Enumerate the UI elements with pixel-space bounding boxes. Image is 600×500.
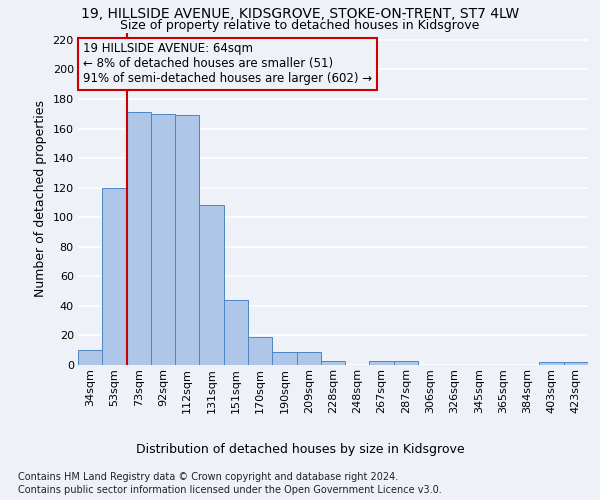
Text: Size of property relative to detached houses in Kidsgrove: Size of property relative to detached ho… (121, 19, 479, 32)
Bar (564, 362, 588, 365)
Text: Contains public sector information licensed under the Open Government Licence v3: Contains public sector information licen… (18, 485, 442, 495)
Bar (370, 360, 394, 365)
Bar (296, 352, 321, 365)
Bar (224, 300, 248, 365)
Text: 19, HILLSIDE AVENUE, KIDSGROVE, STOKE-ON-TRENT, ST7 4LW: 19, HILLSIDE AVENUE, KIDSGROVE, STOKE-ON… (81, 8, 519, 22)
Bar (248, 337, 272, 365)
Bar (127, 112, 151, 365)
Bar (199, 206, 224, 365)
Text: Distribution of detached houses by size in Kidsgrove: Distribution of detached houses by size … (136, 442, 464, 456)
Text: 19 HILLSIDE AVENUE: 64sqm
← 8% of detached houses are smaller (51)
91% of semi-d: 19 HILLSIDE AVENUE: 64sqm ← 8% of detach… (83, 42, 372, 86)
Bar (151, 114, 175, 365)
Y-axis label: Number of detached properties: Number of detached properties (34, 100, 47, 297)
Bar (78, 350, 102, 365)
Bar (321, 360, 345, 365)
Bar (272, 352, 296, 365)
Bar (175, 116, 199, 365)
Bar (102, 188, 127, 365)
Text: Contains HM Land Registry data © Crown copyright and database right 2024.: Contains HM Land Registry data © Crown c… (18, 472, 398, 482)
Bar (394, 360, 418, 365)
Bar (539, 362, 564, 365)
